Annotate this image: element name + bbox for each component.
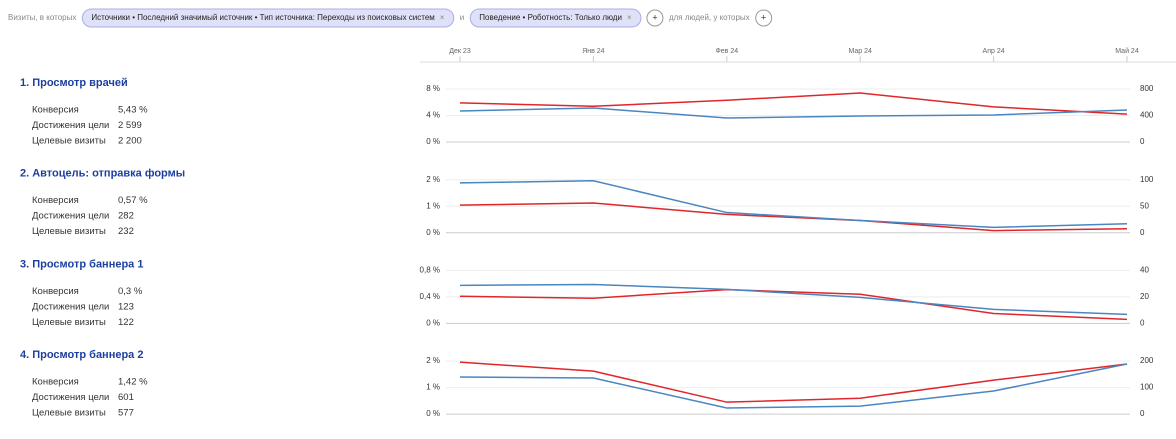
goal-title[interactable]: 4. Просмотр баннера 2 <box>20 349 143 361</box>
metric-value: 0,3 % <box>118 286 143 297</box>
series-line <box>459 361 1128 403</box>
metric-value: 232 <box>118 226 134 237</box>
series-line <box>459 92 1128 115</box>
y-tick-label: 8 % <box>426 84 440 93</box>
metric-label: Целевые визиты <box>32 136 106 147</box>
y-tick-label: 0 % <box>426 228 440 237</box>
y-tick-label: 4 % <box>426 111 440 120</box>
y-tick-label: 0 % <box>426 409 440 418</box>
series-line <box>459 180 1128 229</box>
y2-tick-label: 0 <box>1140 137 1145 146</box>
metric-label: Конверсия <box>32 195 79 206</box>
y2-tick-label: 400 <box>1140 111 1154 120</box>
metric-label: Достижения цели <box>32 211 109 222</box>
metric-value: 282 <box>118 211 134 222</box>
series-line <box>459 363 1128 409</box>
series-line <box>459 107 1128 119</box>
y-tick-label: 1 % <box>426 201 440 210</box>
y2-tick-label: 100 <box>1140 383 1154 392</box>
month-label: Мар 24 <box>848 48 872 55</box>
metric-label: Конверсия <box>32 286 79 297</box>
filter-chip[interactable] <box>469 8 642 28</box>
series-line <box>459 283 1128 316</box>
y2-tick-label: 0 <box>1140 319 1145 328</box>
metric-label: Конверсия <box>32 105 79 116</box>
y-tick-label: 0 % <box>426 137 440 146</box>
month-label: Фев 24 <box>715 48 738 55</box>
goal-title[interactable]: 2. Автоцель: отправка формы <box>20 168 185 180</box>
metric-value: 2 200 <box>118 136 142 147</box>
y-tick-label: 2 % <box>426 175 440 184</box>
metric-label: Целевые визиты <box>32 317 106 328</box>
metric-label: Достижения цели <box>32 120 109 131</box>
metric-value: 601 <box>118 392 134 403</box>
add-icon[interactable]: + <box>652 12 657 22</box>
y-tick-label: 0,8 % <box>420 266 440 275</box>
goal-title[interactable]: 1. Просмотр врачей <box>20 77 128 89</box>
add-icon[interactable]: + <box>761 12 766 22</box>
metric-value: 122 <box>118 317 134 328</box>
month-label: Янв 24 <box>582 48 604 55</box>
y2-tick-label: 200 <box>1140 356 1154 365</box>
metric-label: Достижения цели <box>32 301 109 312</box>
metric-value: 1,42 % <box>118 377 148 388</box>
filter-suffix: для людей, у которых <box>669 13 750 22</box>
y2-tick-label: 50 <box>1140 201 1149 210</box>
y2-tick-label: 800 <box>1140 84 1154 93</box>
y2-tick-label: 40 <box>1140 266 1149 275</box>
y-tick-label: 0,4 % <box>420 292 440 301</box>
metric-value: 2 599 <box>118 120 142 131</box>
metric-label: Достижения цели <box>32 392 109 403</box>
add-button[interactable] <box>755 9 773 27</box>
metric-label: Конверсия <box>32 377 79 388</box>
month-label: Апр 24 <box>983 48 1005 55</box>
y2-tick-label: 20 <box>1140 292 1149 301</box>
add-button[interactable] <box>646 9 664 27</box>
y-tick-label: 2 % <box>426 356 440 365</box>
filter-chip-label: Источники • Последний значимый источник … <box>91 13 434 22</box>
filter-prefix: Визиты, в которых <box>8 13 76 22</box>
metric-label: Целевые визиты <box>32 408 106 419</box>
filter-chip[interactable] <box>81 8 455 28</box>
metric-value: 0,57 % <box>118 195 148 206</box>
series-line <box>459 202 1128 232</box>
y2-tick-label: 100 <box>1140 175 1154 184</box>
chip-close[interactable]: × <box>627 13 632 22</box>
metric-label: Целевые визиты <box>32 226 106 237</box>
metric-value: 123 <box>118 301 134 312</box>
y-tick-label: 1 % <box>426 383 440 392</box>
month-label: Май 24 <box>1115 47 1139 55</box>
metric-value: 5,43 % <box>118 105 148 116</box>
filter-chip-label: Поведение • Роботность: Только люди <box>479 13 622 22</box>
y2-tick-label: 0 <box>1140 228 1145 237</box>
y2-tick-label: 0 <box>1140 409 1145 418</box>
metric-value: 577 <box>118 408 134 419</box>
month-label: Дек 23 <box>449 48 471 55</box>
goal-title[interactable]: 3. Просмотр баннера 1 <box>20 258 143 270</box>
chip-close[interactable]: × <box>440 13 445 22</box>
y-tick-label: 0 % <box>426 319 440 328</box>
series-line <box>459 288 1128 321</box>
filter-conjunction: и <box>460 13 464 22</box>
